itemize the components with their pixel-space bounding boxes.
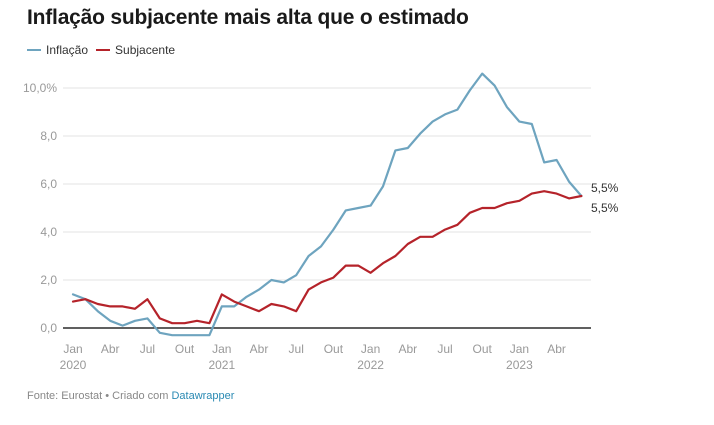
series-lines bbox=[71, 72, 583, 337]
y-tick-label: 2,0 bbox=[40, 273, 57, 287]
x-tick-label: Jan bbox=[361, 342, 380, 356]
x-tick-label: Jan bbox=[510, 342, 529, 356]
legend-swatch-subjacente bbox=[96, 49, 111, 51]
legend-swatch-inflacao bbox=[27, 49, 41, 51]
legend-label-inflacao: Inflação bbox=[46, 43, 89, 57]
datawrapper-link[interactable]: Datawrapper bbox=[171, 390, 235, 402]
grid bbox=[63, 87, 591, 329]
y-tick-label: 0,0 bbox=[40, 321, 57, 335]
x-tick-label: Abr bbox=[398, 342, 417, 356]
x-tick-label: Abr bbox=[101, 342, 120, 356]
y-tick-label: 4,0 bbox=[40, 225, 57, 239]
x-tick-year: 2023 bbox=[506, 358, 533, 372]
series-line-subjacente bbox=[71, 190, 583, 325]
x-tick-year: 2020 bbox=[60, 358, 87, 372]
y-tick-label: 6,0 bbox=[40, 177, 57, 191]
legend-label-subjacente: Subjacente bbox=[115, 43, 176, 57]
legend-item-subjacente: Subjacente bbox=[96, 43, 175, 57]
end-label-subjacente: 5,5% bbox=[591, 201, 619, 215]
chart-title: Inflação subjacente mais alta que o esti… bbox=[27, 6, 469, 29]
x-tick-label: Abr bbox=[250, 342, 269, 356]
x-tick-label: Jul bbox=[289, 342, 304, 356]
x-tick-year: 2021 bbox=[208, 358, 235, 372]
source-text: Fonte: Eurostat • Criado com bbox=[27, 390, 172, 402]
x-tick-label: Jan bbox=[63, 342, 82, 356]
end-label-inflacao: 5,5% bbox=[591, 181, 619, 195]
x-tick-label: Abr bbox=[547, 342, 566, 356]
y-tick-label: 8,0 bbox=[40, 129, 57, 143]
y-axis: 10,0% 8,0 6,0 4,0 2,0 0,0 bbox=[23, 81, 57, 335]
end-labels: 5,5% 5,5% bbox=[591, 181, 619, 215]
x-tick-year: 2022 bbox=[357, 358, 384, 372]
x-tick-label: Out bbox=[324, 342, 344, 356]
x-axis: Jan 2020 Abr Jul Out Jan 2021 Abr Jul Out Jan 2022 A… bbox=[60, 342, 566, 372]
x-tick-label: Jul bbox=[437, 342, 452, 356]
legend: Inflação Subjacente bbox=[27, 43, 183, 57]
footer: Fonte: Eurostat • Criado com Datawrapper bbox=[27, 390, 234, 402]
series-line-inflacao bbox=[71, 72, 583, 337]
y-tick-label: 10,0% bbox=[23, 81, 57, 95]
x-tick-label: Out bbox=[473, 342, 493, 356]
x-tick-label: Jul bbox=[140, 342, 155, 356]
x-tick-label: Out bbox=[175, 342, 195, 356]
x-tick-label: Jan bbox=[212, 342, 231, 356]
legend-item-inflacao: Inflação bbox=[27, 43, 88, 57]
